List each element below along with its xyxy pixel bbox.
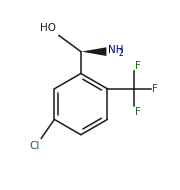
Text: F: F <box>135 107 141 117</box>
Text: HO: HO <box>40 23 56 33</box>
Text: Cl: Cl <box>29 141 40 150</box>
Text: NH: NH <box>108 45 123 55</box>
Polygon shape <box>82 47 106 56</box>
Text: F: F <box>135 61 141 70</box>
Text: 2: 2 <box>118 49 123 58</box>
Text: F: F <box>152 84 158 94</box>
